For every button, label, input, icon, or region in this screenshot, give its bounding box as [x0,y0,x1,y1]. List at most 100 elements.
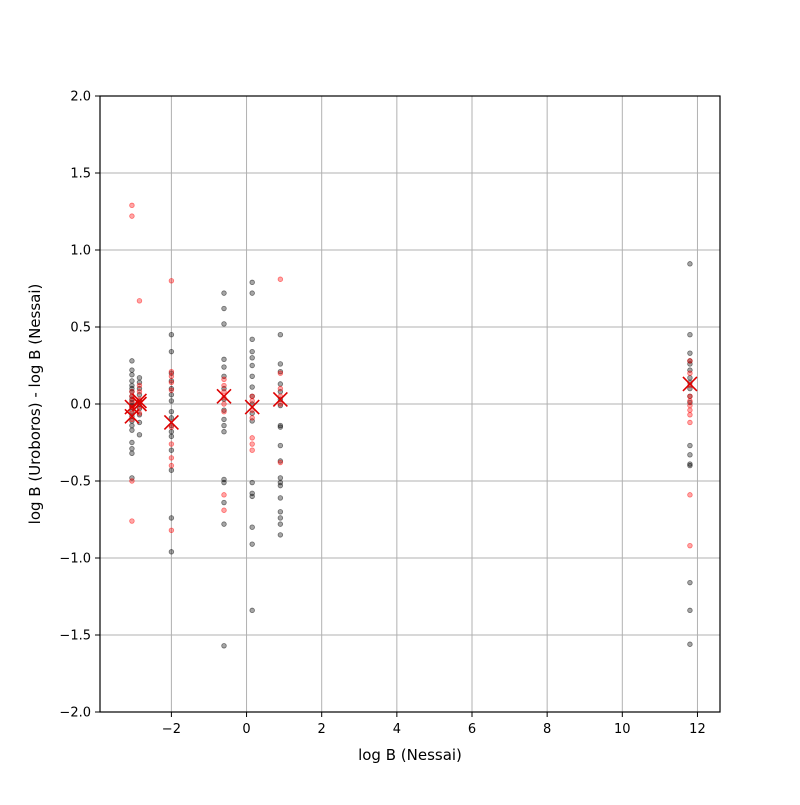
black-data-point [687,375,693,381]
black-data-point [687,607,693,614]
black-data-point [249,479,255,486]
x-tick-label: 0 [242,722,250,737]
black-data-point [249,362,255,369]
red-data-point [687,412,693,418]
x-tick-label: 2 [318,722,326,737]
y-tick-label: −1.5 [59,629,91,644]
red-data-point [221,401,227,407]
black-data-point [277,361,284,367]
black-data-point [277,381,284,387]
black-data-point [129,427,135,433]
red-data-point [168,441,175,447]
black-data-point [168,549,175,555]
axis-ticks: −2 0 2 4 6 8 10 12 −2.0 −1.5 −1.0 −0.5 0.0 0.5 1.0 1.5 2… [59,90,705,738]
red-data-point [221,376,227,383]
y-tick-label: −0.5 [59,475,91,490]
black-data-point [221,479,227,486]
red-data-point [129,478,135,484]
black-data-point [249,384,255,390]
red-data-point [168,424,175,430]
black-data-point [129,439,135,446]
black-data-point [129,422,135,429]
y-tick-label: −2.0 [59,706,91,721]
black-data-point [249,290,255,296]
x-tick-label: 12 [689,722,706,737]
mean-x-marker [124,408,140,424]
red-data-point [129,388,135,395]
red-data-point [136,382,143,389]
mean-x-marker [131,396,148,412]
y-tick-label: 0.5 [70,321,91,336]
black-data-point [129,372,135,378]
black-data-point [249,493,255,500]
black-data-point [168,447,175,453]
red-data-point [249,398,255,404]
red-data-point [249,435,255,441]
black-data-point [221,416,227,423]
black-data-point [221,290,227,296]
black-data-point [221,407,227,413]
y-tick-label: −1.0 [59,552,91,567]
black-data-point [129,378,135,384]
black-data-point [249,336,255,343]
black-data-point [277,532,284,538]
red-data-point [129,398,135,404]
black-data-point [129,382,135,389]
black-data-point [129,367,135,373]
y-tick-label: 1.5 [70,167,91,182]
y-tick-label: 2.0 [70,90,91,105]
red-data-point [687,358,693,364]
x-tick-label: −2 [162,722,181,737]
red-data-point [168,455,175,461]
black-data-point [168,415,175,421]
black-data-point [129,445,135,452]
black-data-point [249,373,255,379]
red-data-point [687,393,693,399]
red-data-point [168,462,175,469]
mean-x-marker [163,414,179,431]
black-data-point [277,332,284,338]
red-data-point [687,419,693,426]
mean-x-marker [244,399,260,415]
red-data-point [687,370,693,376]
y-axis-label: log B (Uroboros) - log B (Nessai) [26,284,44,525]
red-data-point [249,441,255,447]
y-tick-label: 0.0 [70,398,91,413]
black-data-point [249,279,255,286]
black-data-point [687,452,693,458]
black-data-point [221,321,227,327]
red-data-point [687,398,693,404]
black-data-point [277,424,284,430]
red-data-point [221,409,227,415]
red-data-point [129,202,135,209]
black-data-point [249,524,255,530]
red-data-point [277,459,284,466]
black-data-point [168,385,175,392]
black-data-point [168,332,175,338]
black-data-point [168,348,175,355]
black-data-point [136,375,143,381]
y-tick-label: 1.0 [70,244,91,259]
black-data-point [168,409,175,415]
mean-x-marker [272,391,288,407]
black-data-point [687,579,693,586]
red-data-point [249,415,255,421]
red-data-point [249,447,255,453]
black-data-point [129,450,135,456]
black-data-point [687,350,693,356]
black-data-point [277,475,284,481]
red-data-point [221,382,227,389]
red-data-point [221,492,227,498]
black-data-point [168,433,175,440]
x-tick-label: 4 [393,722,401,737]
black-data-point [168,467,175,473]
black-data-point [249,355,255,361]
black-data-point [221,429,227,435]
red-data-point [249,393,255,399]
black-data-point [687,462,693,469]
black-data-point [136,432,143,438]
black-data-point [277,368,284,375]
